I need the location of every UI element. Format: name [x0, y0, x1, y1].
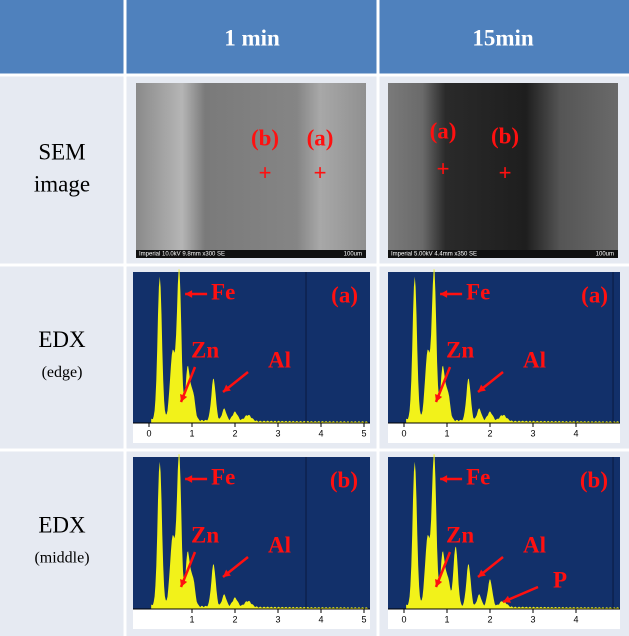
sem-caption: Imperial 10.0kV 9.8mm x300 SE	[139, 252, 225, 258]
column-header: 15min	[472, 25, 534, 50]
tick-label: 5	[361, 614, 366, 624]
tick-label: 2	[487, 614, 492, 624]
peak-label: Al	[268, 347, 291, 372]
tick-label: 1	[444, 428, 449, 438]
tick-label: 2	[232, 428, 237, 438]
marker-cross: +	[313, 160, 326, 185]
tick-label: 3	[530, 614, 535, 624]
edx-axis	[388, 609, 620, 629]
tick-label: 3	[530, 428, 535, 438]
spectrum-tag: (a)	[581, 282, 608, 307]
tick-label: 3	[275, 614, 280, 624]
column-header: 1 min	[224, 25, 280, 50]
peak-label: Zn	[191, 522, 219, 547]
marker-cross: +	[498, 160, 511, 185]
peak-label: P	[553, 567, 567, 592]
tick-label: 4	[573, 428, 578, 438]
peak-label: Fe	[211, 464, 235, 489]
tick-label: 4	[318, 614, 323, 624]
tick-label: 0	[401, 614, 406, 624]
marker-label: (a)	[307, 125, 334, 150]
marker-cross: +	[436, 156, 449, 181]
marker-label: (b)	[251, 125, 279, 150]
edx-axis	[388, 423, 620, 443]
row-label: (middle)	[34, 550, 89, 567]
marker-cross: +	[258, 160, 271, 185]
spectrum-tag: (b)	[580, 467, 608, 492]
tick-label: 2	[487, 428, 492, 438]
peak-label: Zn	[191, 337, 219, 362]
spectrum-tag: (b)	[330, 467, 358, 492]
peak-label: Zn	[446, 522, 474, 547]
sem-caption: Imperial 5.00kV 4.4mm x350 SE	[391, 252, 477, 258]
tick-label: 2	[232, 614, 237, 624]
edx-axis	[133, 423, 370, 443]
tick-label: 3	[275, 428, 280, 438]
peak-label: Al	[523, 532, 546, 557]
peak-label: Fe	[211, 279, 235, 304]
tick-label: 4	[318, 428, 323, 438]
row-label: image	[34, 171, 90, 196]
tick-label: 0	[401, 428, 406, 438]
row-label: EDX	[38, 512, 86, 537]
header-row	[0, 0, 629, 75]
peak-label: Zn	[446, 337, 474, 362]
spectrum-tag: (a)	[331, 282, 358, 307]
marker-label: (b)	[491, 123, 519, 148]
peak-label: Al	[268, 532, 291, 557]
tick-label: 1	[444, 614, 449, 624]
marker-label: (a)	[430, 118, 457, 143]
row-label: SEM	[38, 139, 85, 164]
edx-axis	[133, 609, 370, 629]
peak-label: Fe	[466, 279, 490, 304]
row-label: (edge)	[42, 364, 83, 381]
peak-label: Al	[523, 347, 546, 372]
tick-label: 4	[573, 614, 578, 624]
tick-label: 0	[146, 428, 151, 438]
peak-label: Fe	[466, 464, 490, 489]
sem-scale: 100um	[596, 252, 614, 258]
sem-scale: 100um	[344, 252, 362, 258]
tick-label: 5	[361, 428, 366, 438]
sem-image	[136, 83, 366, 258]
tick-label: 1	[189, 614, 194, 624]
row-label: EDX	[38, 327, 86, 352]
tick-label: 1	[189, 428, 194, 438]
table-figure: 1 min 15min SEM image Imperial 10.0kV 9.8m…	[0, 0, 629, 636]
